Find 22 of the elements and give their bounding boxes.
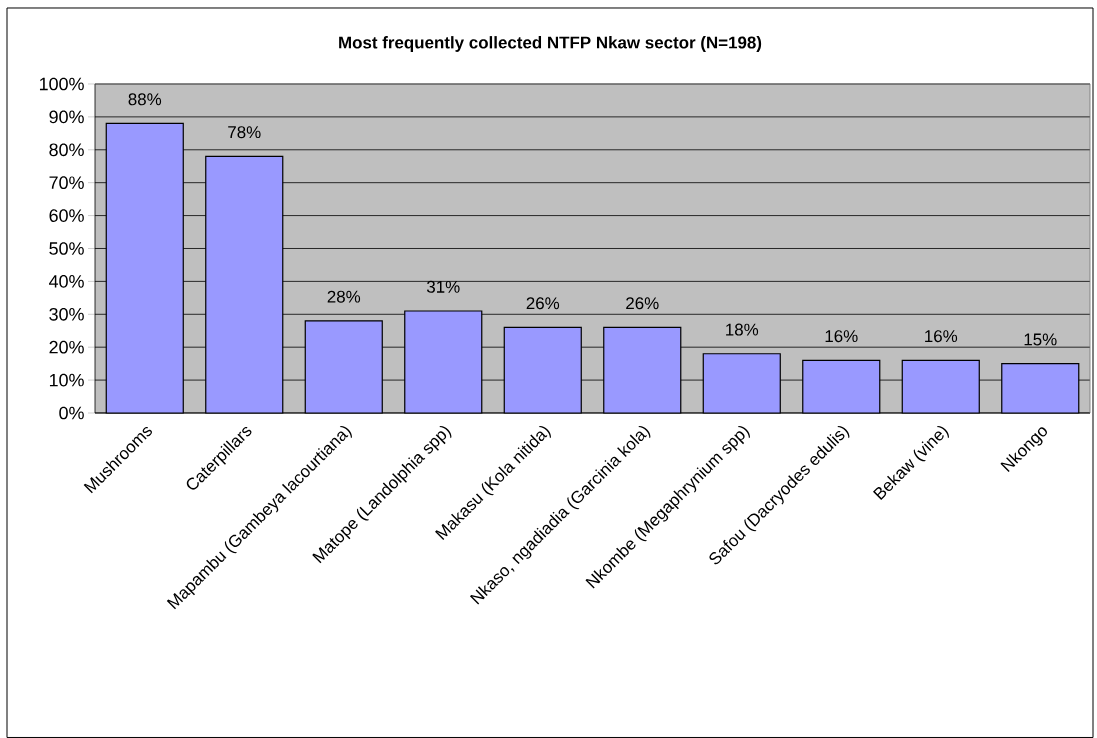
data-label: 16%: [925, 330, 958, 343]
y-tick-label: 90%: [49, 110, 84, 124]
y-tick-label: 10%: [49, 373, 84, 387]
y-tick-label: 80%: [49, 143, 84, 157]
data-label: 26%: [526, 297, 560, 310]
chart-title: Most frequently collected NTFP Nkaw sector (N=198): [339, 36, 762, 52]
data-label: 88%: [128, 93, 162, 106]
data-label: 26%: [626, 297, 659, 310]
y-tick-label: 100%: [39, 77, 84, 91]
y-tick-label: 0%: [59, 406, 84, 420]
data-label: 18%: [726, 323, 759, 336]
data-label: 16%: [825, 330, 858, 343]
y-tick-label: 40%: [49, 275, 84, 288]
y-tick-label: 50%: [49, 242, 84, 255]
y-tick-label: 20%: [49, 340, 84, 354]
data-label: 31%: [426, 280, 460, 293]
data-label: 28%: [327, 290, 361, 303]
data-label: 15%: [1024, 333, 1057, 346]
data-label: 78%: [228, 126, 261, 139]
y-tick-label: 70%: [49, 176, 84, 190]
y-tick-label: 30%: [49, 307, 84, 321]
y-tick-label: 60%: [49, 209, 84, 222]
